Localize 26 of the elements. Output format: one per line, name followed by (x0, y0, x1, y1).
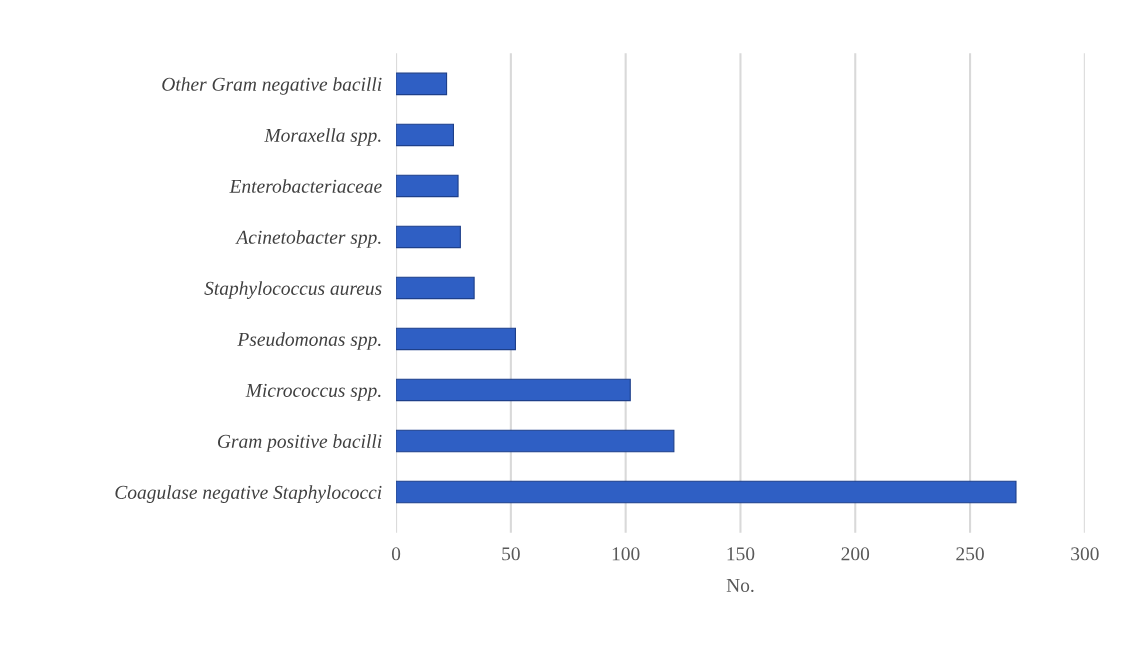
y-tick-label: Micrococcus spp. (245, 383, 381, 401)
x-axis-title: No. (726, 578, 754, 592)
y-tick-label: Moraxella spp. (264, 128, 381, 146)
bar (396, 174, 459, 198)
y-tick-label: Acinetobacter spp. (235, 230, 381, 248)
x-tick-label: 250 (956, 547, 984, 561)
bar (396, 429, 675, 453)
bar (396, 327, 517, 351)
bar (396, 225, 461, 249)
x-tick-label: 100 (612, 547, 640, 561)
bar (396, 378, 631, 402)
y-tick-label: Pseudomonas spp. (237, 332, 381, 350)
y-tick-label: Staphylococcus aureus (204, 281, 382, 299)
x-tick-label: 300 (1071, 547, 1099, 561)
y-tick-label: Other Gram negative bacilli (162, 77, 382, 95)
x-tick-label: 200 (841, 547, 870, 561)
x-tick-label: 0 (391, 547, 401, 561)
bar (396, 276, 475, 300)
y-tick-label: Gram positive bacilli (217, 434, 382, 452)
bar (396, 480, 1017, 504)
x-tick-label: 50 (502, 547, 520, 561)
y-tick-label: Coagulase negative Staphylococci (115, 485, 382, 503)
y-tick-label: Enterobacteriaceae (229, 179, 382, 193)
x-tick-label: 150 (727, 547, 755, 561)
bar (396, 123, 455, 147)
bar (396, 72, 448, 96)
